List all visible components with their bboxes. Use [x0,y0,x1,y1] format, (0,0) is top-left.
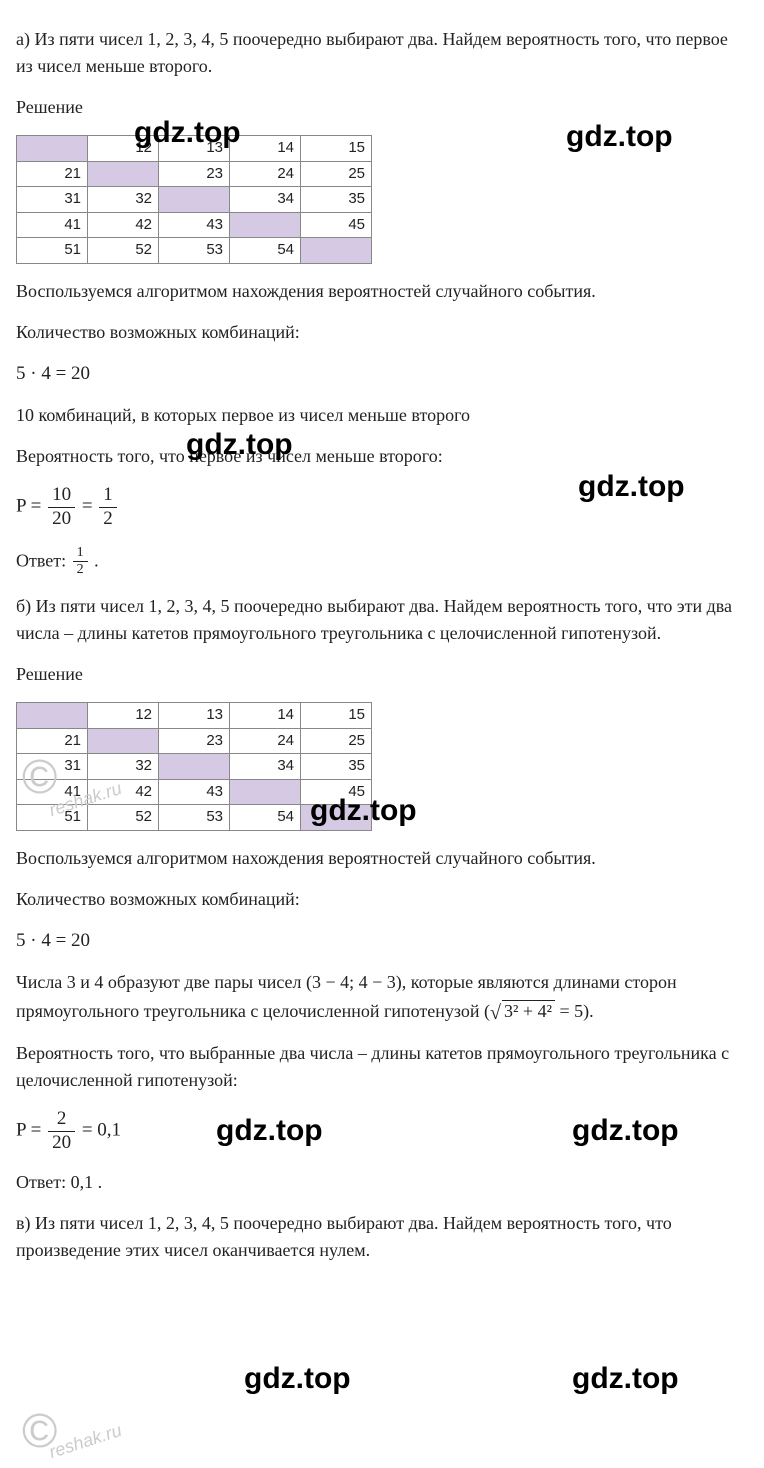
part-b-table: 12131415 21 232425 3132 3435 414243 45 51525354 [16,702,372,831]
copyright-mark: © [22,1396,57,1468]
table-cell: 23 [159,161,230,187]
part-b-combo-eq: 5 · 4 = 20 [16,927,748,956]
table-cell: 25 [301,161,372,187]
table-cell: 45 [301,779,372,805]
part-a-combo-eq: 5 · 4 = 20 [16,360,748,389]
numerator: 1 [73,545,88,563]
table-cell [159,187,230,213]
table-cell: 42 [88,212,159,238]
numerator: 1 [99,484,117,508]
part-b-problem: б) Из пяти чисел 1, 2, 3, 4, 5 поочередн… [16,593,748,647]
table-cell: 53 [159,805,230,831]
table-cell: 51 [17,238,88,264]
table-cell: 31 [17,754,88,780]
eq-prefix: P = [16,496,46,517]
reshak-mark: reshak.ru [46,1417,126,1466]
numerator: 2 [48,1108,75,1132]
table-cell: 31 [17,187,88,213]
table-cell: 13 [159,703,230,729]
part-a-table: 12131415 21 232425 3132 3435 414243 45 51525354 [16,135,372,264]
table-cell: 12 [88,136,159,162]
fraction: 10 20 [48,484,75,531]
table-cell: 51 [17,805,88,831]
denominator: 2 [99,508,117,531]
part-a-found: 10 комбинаций, в которых первое из чисел… [16,402,748,429]
fraction: 1 2 [99,484,117,531]
part-a-combo-label: Количество возможных комбинаций: [16,319,748,346]
table-cell: 42 [88,779,159,805]
table-cell: 23 [159,728,230,754]
table-cell: 12 [88,703,159,729]
part-b-solution-label: Решение [16,661,748,688]
table-cell: 34 [230,754,301,780]
part-b-algo: Воспользуемся алгоритмом нахождения веро… [16,845,748,872]
table-cell: 35 [301,187,372,213]
answer-label: Ответ: [16,550,71,570]
answer-suffix: . [94,550,99,570]
table-cell: 14 [230,136,301,162]
watermark-text: gdz.top [572,1356,679,1401]
part-b-prob-label: Вероятность того, что выбранные два числ… [16,1040,748,1094]
watermark-text: gdz.top [244,1356,351,1401]
table-cell: 21 [17,161,88,187]
sqrt-result: = 5 [555,1001,583,1021]
table-cell: 45 [301,212,372,238]
radicand: 3² + 4² [502,1000,555,1021]
equals: = [82,496,97,517]
denominator: 20 [48,1132,75,1155]
table-cell [88,728,159,754]
table-cell: 43 [159,212,230,238]
table-cell: 41 [17,212,88,238]
table-cell [17,703,88,729]
table-cell: 32 [88,187,159,213]
table-cell: 53 [159,238,230,264]
table-cell [159,754,230,780]
table-cell: 14 [230,703,301,729]
table-cell [17,136,88,162]
table-cell: 32 [88,754,159,780]
table-cell: 43 [159,779,230,805]
table-cell: 25 [301,728,372,754]
numerator: 10 [48,484,75,508]
table-cell: 15 [301,703,372,729]
table-cell: 52 [88,238,159,264]
part-b-prob-eq: P = 2 20 = 0,1 [16,1108,748,1155]
table-cell: 54 [230,805,301,831]
part-b-answer: Ответ: 0,1 . [16,1169,748,1196]
denominator: 20 [48,508,75,531]
table-cell [301,238,372,264]
part-a-problem: а) Из пяти чисел 1, 2, 3, 4, 5 поочередн… [16,26,748,80]
table-cell: 24 [230,161,301,187]
table-cell [230,212,301,238]
table-cell [88,161,159,187]
eq-prefix: P = [16,1120,46,1141]
table-cell: 24 [230,728,301,754]
part-a-prob-eq: P = 10 20 = 1 2 [16,484,748,531]
part-b-explain: Числа 3 и 4 образуют две пары чисел (3 −… [16,969,748,1026]
fraction: 2 20 [48,1108,75,1155]
result: = 0,1 [82,1120,121,1141]
part-a-answer: Ответ: 1 2 . [16,545,748,580]
part-c-problem: в) Из пяти чисел 1, 2, 3, 4, 5 поочередн… [16,1210,748,1264]
table-cell: 15 [301,136,372,162]
table-cell [301,805,372,831]
table-cell: 52 [88,805,159,831]
part-a-prob-label: Вероятность того, что первое из чисел ме… [16,443,748,470]
table-cell: 35 [301,754,372,780]
square-root: 3² + 4² [490,996,555,1026]
part-b-combo-label: Количество возможных комбинаций: [16,886,748,913]
table-cell: 13 [159,136,230,162]
denominator: 2 [73,562,88,579]
table-cell [230,779,301,805]
part-a-algo: Воспользуемся алгоритмом нахождения веро… [16,278,748,305]
part-a-solution-label: Решение [16,94,748,121]
table-cell: 34 [230,187,301,213]
table-cell: 41 [17,779,88,805]
table-cell: 54 [230,238,301,264]
table-cell: 21 [17,728,88,754]
fraction: 1 2 [73,545,88,580]
